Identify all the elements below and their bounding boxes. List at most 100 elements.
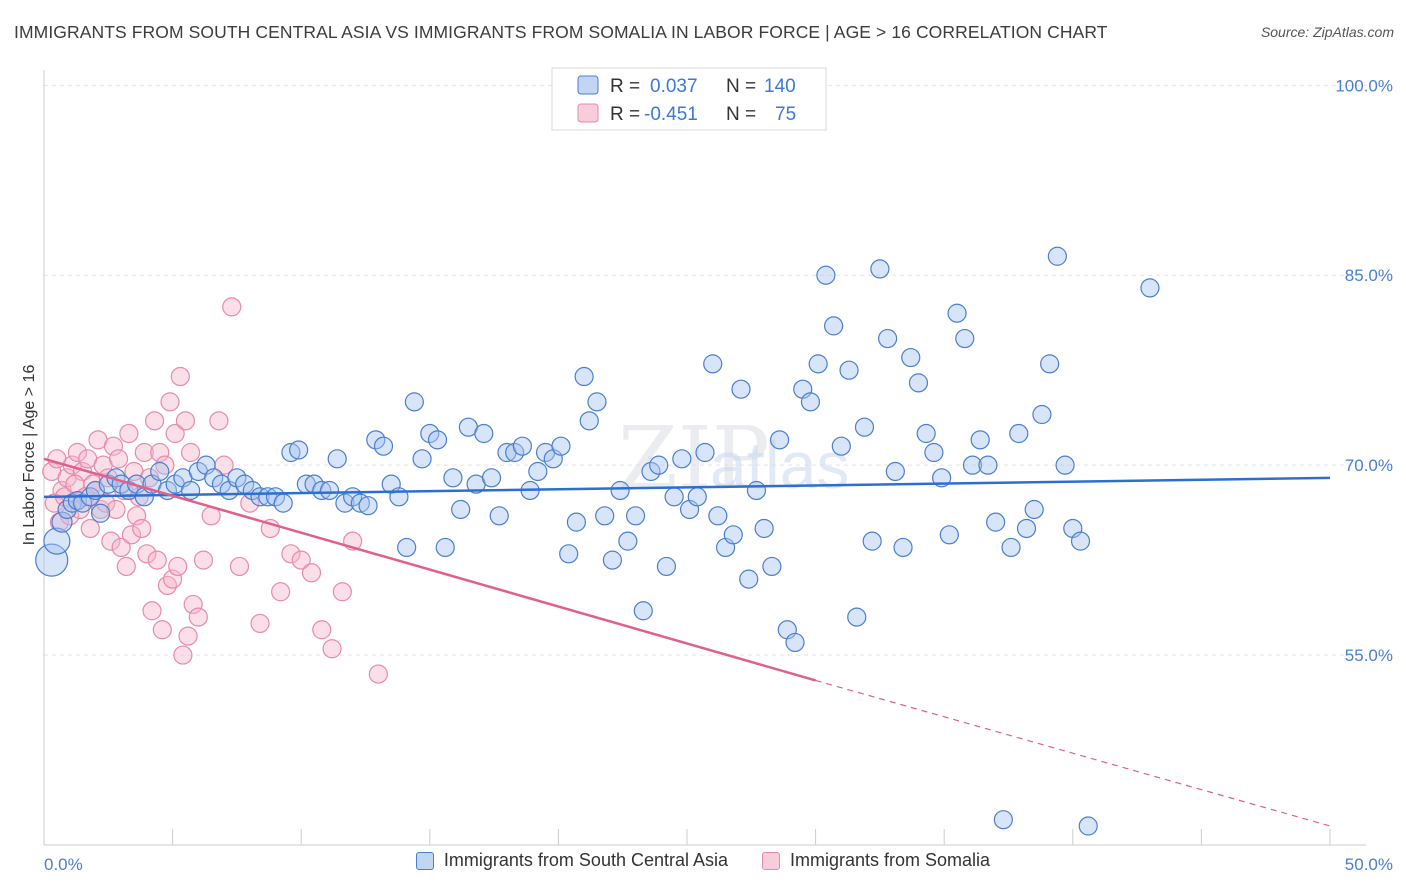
south-central-asia-point-126: [986, 512, 1006, 532]
south-central-asia-point-84: [664, 487, 684, 507]
legend-label-south-central-asia: Immigrants from South Central Asia: [443, 850, 729, 870]
south-central-asia-point-111: [870, 259, 890, 279]
south-central-asia-point-41: [335, 493, 355, 513]
somalia-point-40: [106, 499, 126, 520]
south-central-asia-point-45: [366, 430, 386, 450]
south-central-asia-point-132: [1032, 404, 1052, 425]
legend-r-value-2: -0.451: [644, 104, 698, 125]
somalia-point-12: [103, 436, 124, 456]
south-central-asia-point-134: [1047, 246, 1067, 266]
south-central-asia-point-75: [595, 506, 615, 526]
somalia-point-51: [163, 569, 183, 589]
south-central-asia-point-76: [602, 550, 623, 570]
south-central-asia-point-104: [816, 265, 836, 285]
south-central-asia-point-93: [731, 379, 751, 399]
legend-label-somalia: Immigrants from Somalia: [790, 850, 991, 870]
south-central-asia-point-53: [427, 430, 448, 450]
south-central-asia-point-2: [51, 511, 73, 533]
somalia-point-21: [150, 442, 170, 463]
legend-swatch-south-central-asia: [415, 851, 434, 870]
south-central-asia-point-108: [847, 607, 867, 627]
somalia-point-68: [291, 550, 311, 570]
south-central-asia-point-39: [319, 480, 340, 501]
somalia-point-20: [144, 411, 165, 431]
south-central-asia-point-27: [227, 468, 247, 488]
somalia-point-61: [222, 297, 242, 317]
legend-r-value-1: 0.037: [650, 76, 698, 97]
south-central-asia-point-34: [281, 442, 301, 463]
south-central-asia-point-6: [72, 493, 93, 513]
south-central-asia-point-107: [839, 360, 859, 380]
somalia-point-24: [165, 423, 185, 444]
somalia-point-46: [137, 544, 157, 564]
somalia-point-59: [209, 411, 229, 431]
south-central-asia-point-118: [924, 442, 944, 463]
somalia-point-35: [80, 518, 100, 539]
south-central-asia-point-63: [505, 442, 525, 463]
south-central-asia-point-21: [181, 480, 201, 501]
trend-line-south-central-asia: [43, 476, 1331, 499]
somalia-point-49: [152, 620, 172, 640]
series-south-central-asia-points: [35, 246, 1160, 836]
south-central-asia-point-125: [978, 455, 998, 475]
somalia-point-47: [142, 601, 162, 621]
south-central-asia-point-87: [687, 487, 707, 507]
legend-r-label-2: R =: [610, 104, 640, 125]
somalia-point-70: [312, 620, 332, 640]
somalia-point-67: [281, 544, 301, 564]
somalia-point-52: [168, 556, 188, 577]
south-central-asia-point-97: [762, 556, 782, 577]
south-central-asia-point-105: [824, 316, 844, 336]
south-central-asia-point-70: [559, 544, 579, 564]
somalia-point-57: [193, 550, 214, 570]
south-central-asia-point-46: [373, 436, 394, 456]
somalia-point-22: [155, 455, 175, 475]
south-central-asia-point-121: [947, 303, 967, 323]
south-central-asia-point-139: [1140, 278, 1160, 298]
y-tick-label-3: 100.0%: [1335, 76, 1393, 95]
south-central-asia-point-114: [893, 537, 913, 558]
somalia-point-45: [132, 518, 152, 539]
south-central-asia-point-35: [289, 440, 309, 460]
somalia-point-54: [178, 626, 198, 646]
south-central-asia-point-130: [1016, 518, 1037, 539]
south-central-asia-point-56: [451, 499, 471, 520]
axes: [43, 70, 1366, 846]
somalia-point-18: [134, 442, 154, 463]
south-central-asia-point-131: [1024, 499, 1044, 520]
south-central-asia-point-54: [435, 537, 455, 558]
series-somalia-points: [42, 297, 388, 684]
south-central-asia-point-129: [1009, 423, 1029, 444]
south-central-asia-point-98: [769, 430, 790, 450]
legend-n-value-1: 140: [764, 76, 796, 97]
south-central-asia-point-9: [90, 503, 111, 523]
south-central-asia-point-83: [656, 556, 677, 577]
somalia-point-5: [67, 442, 88, 463]
south-central-asia-point-78: [618, 531, 638, 551]
south-central-asia-point-72: [574, 366, 594, 387]
somalia-point-50: [157, 575, 178, 596]
south-central-asia-point-50: [404, 392, 424, 412]
south-central-asia-point-17: [150, 461, 170, 482]
y-axis-label: In Labor Force | Age > 16: [21, 365, 38, 546]
south-central-asia-point-94: [739, 569, 759, 589]
south-central-asia-point-4: [62, 493, 82, 513]
chart-title: IMMIGRANTS FROM SOUTH CENTRAL ASIA VS IM…: [14, 22, 1108, 42]
south-central-asia-point-73: [579, 411, 599, 431]
x-tick-label-0: 0.0%: [44, 855, 83, 874]
south-central-asia-point-81: [641, 461, 661, 482]
somalia-point-13: [108, 449, 129, 469]
somalia-point-56: [188, 607, 208, 627]
south-central-asia-point-127: [993, 810, 1013, 830]
south-central-asia-point-110: [862, 531, 882, 551]
south-central-asia-point-79: [625, 506, 646, 526]
south-central-asia-point-123: [962, 455, 983, 475]
bottom-legend: Immigrants from South Central Asia Immig…: [0, 850, 1406, 871]
south-central-asia-point-40: [327, 449, 347, 469]
south-central-asia-point-64: [512, 436, 532, 456]
y-tick-label-2: 85.0%: [1345, 266, 1393, 285]
south-central-asia-point-133: [1040, 354, 1060, 374]
south-central-asia-point-103: [808, 354, 828, 374]
south-central-asia-point-113: [885, 461, 905, 482]
